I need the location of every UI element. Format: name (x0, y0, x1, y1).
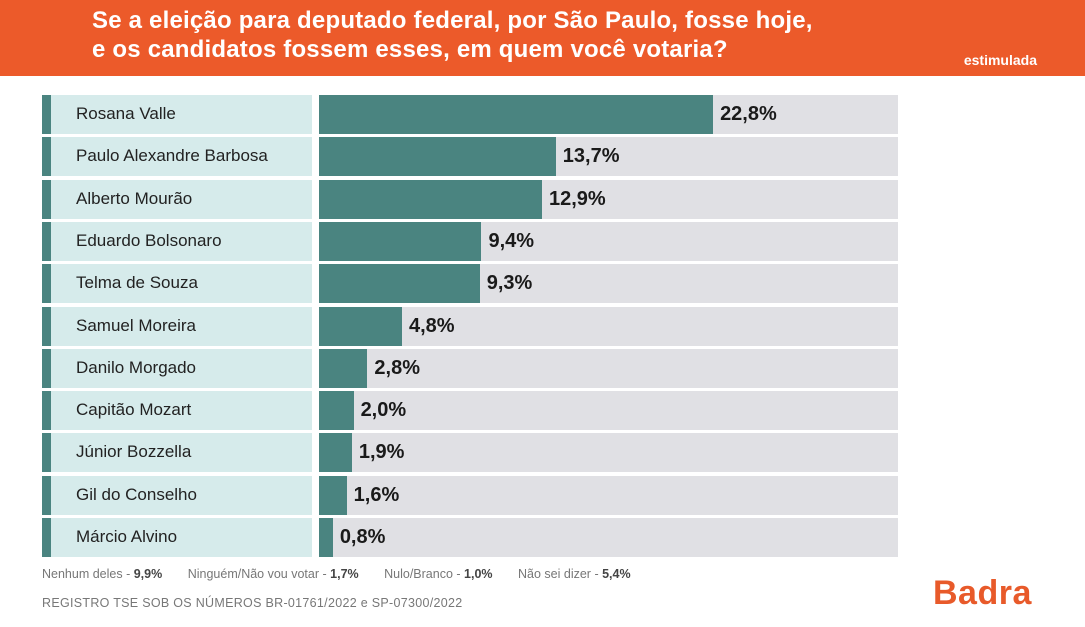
category-label: Gil do Conselho (76, 484, 197, 504)
row-accent (42, 95, 51, 134)
data-label: 2,0% (360, 399, 407, 422)
category-label: Márcio Alvino (76, 527, 178, 546)
bar-track: 9,3% (319, 264, 898, 304)
bar-row: Danilo Morgado 2,8% (42, 348, 898, 388)
category-label: Eduardo Bolsonaro (76, 230, 222, 250)
row-accent (42, 433, 51, 473)
data-label: 1,9% (358, 441, 405, 464)
data-label: 22,8% (720, 103, 777, 125)
row-accent (42, 475, 51, 515)
badra-logo: Badra (933, 574, 1032, 612)
bar-row: Júnior Bozzella 1,9% (42, 433, 898, 473)
category-label: Samuel Moreira (76, 315, 196, 335)
bar-track: 1,6% (319, 475, 898, 515)
bar-track: 2,8% (319, 348, 898, 388)
label-cell: Márcio Alvino (51, 518, 312, 557)
chart-title: Se a eleição para deputado federal, por … (92, 6, 813, 64)
bar (319, 221, 482, 261)
bar-track: 0,8% (319, 518, 898, 557)
row-accent (42, 221, 51, 261)
header-banner: Se a eleição para deputado federal, por … (0, 0, 1085, 76)
row-accent (42, 264, 51, 304)
data-label: 2,8% (374, 356, 420, 379)
bar-track: 13,7% (319, 137, 898, 177)
note-item: Ninguém/Não vou votar - 1,7% (187, 567, 359, 581)
bar (319, 433, 352, 473)
bar-row: Alberto Mourão 12,9% (42, 179, 898, 219)
bar (319, 518, 333, 557)
registry-text: REGISTRO TSE SOB OS NÚMEROS BR-01761/202… (42, 596, 463, 610)
bar (319, 179, 542, 219)
label-cell: Capitão Mozart (51, 391, 312, 431)
bar-row: Rosana Valle 22,8% (42, 95, 898, 134)
data-label: 4,8% (408, 314, 455, 337)
bar-row: Gil do Conselho 1,6% (42, 475, 898, 515)
row-accent (42, 348, 51, 388)
row-accent (42, 391, 51, 431)
data-label: 9,3% (486, 272, 533, 295)
note-item: Nulo/Branco - 1,0% (384, 567, 493, 581)
category-label: Paulo Alexandre Barbosa (76, 146, 268, 166)
data-label: 1,6% (353, 483, 400, 506)
label-cell: Júnior Bozzella (51, 433, 312, 473)
bar-row: Paulo Alexandre Barbosa 13,7% (42, 137, 898, 177)
bar (319, 391, 354, 431)
label-cell: Danilo Morgado (51, 348, 312, 388)
bar (319, 475, 347, 515)
label-cell: Rosana Valle (51, 95, 312, 134)
bar (319, 306, 402, 346)
data-label: 12,9% (548, 187, 606, 210)
row-accent (42, 306, 51, 346)
category-label: Júnior Bozzella (76, 442, 192, 462)
bar (319, 95, 714, 134)
note-item: Não sei dizer - 5,4% (518, 567, 631, 581)
data-label: 0,8% (339, 526, 386, 548)
other-responses: Nenhum deles - 9,9% Ninguém/Não vou vota… (42, 567, 653, 581)
survey-type-tag: estimulada (963, 52, 1037, 68)
category-label: Alberto Mourão (76, 188, 193, 208)
label-cell: Eduardo Bolsonaro (51, 221, 312, 261)
label-cell: Samuel Moreira (51, 306, 312, 346)
bar (319, 348, 368, 388)
bar-track: 9,4% (319, 221, 898, 261)
bar-track: 1,9% (319, 433, 898, 473)
title-line-2: e os candidatos fossem esses, em quem vo… (92, 36, 728, 63)
label-cell: Alberto Mourão (51, 179, 312, 219)
bar-track: 2,0% (319, 391, 898, 431)
category-label: Capitão Mozart (76, 400, 192, 420)
bar-row: Eduardo Bolsonaro 9,4% (42, 221, 898, 261)
category-label: Rosana Valle (76, 104, 176, 123)
row-accent (42, 137, 51, 177)
row-accent (42, 518, 51, 557)
bar (319, 137, 556, 177)
label-cell: Gil do Conselho (51, 475, 312, 515)
bar-row: Márcio Alvino 0,8% (42, 518, 898, 557)
bar-track: 12,9% (319, 179, 898, 219)
bar-track: 4,8% (319, 306, 898, 346)
bar-row: Telma de Souza 9,3% (42, 264, 898, 304)
bar-track: 22,8% (319, 95, 898, 134)
bar (319, 264, 480, 304)
category-label: Telma de Souza (76, 273, 198, 293)
data-label: 9,4% (488, 229, 535, 252)
title-line-1: Se a eleição para deputado federal, por … (92, 7, 813, 34)
label-cell: Paulo Alexandre Barbosa (51, 137, 312, 177)
note-item: Nenhum deles - 9,9% (42, 567, 163, 581)
bar-row: Samuel Moreira 4,8% (42, 306, 898, 346)
category-label: Danilo Morgado (76, 357, 197, 377)
bar-row: Capitão Mozart 2,0% (42, 391, 898, 431)
label-cell: Telma de Souza (51, 264, 312, 304)
data-label: 13,7% (562, 145, 620, 168)
row-accent (42, 179, 51, 219)
